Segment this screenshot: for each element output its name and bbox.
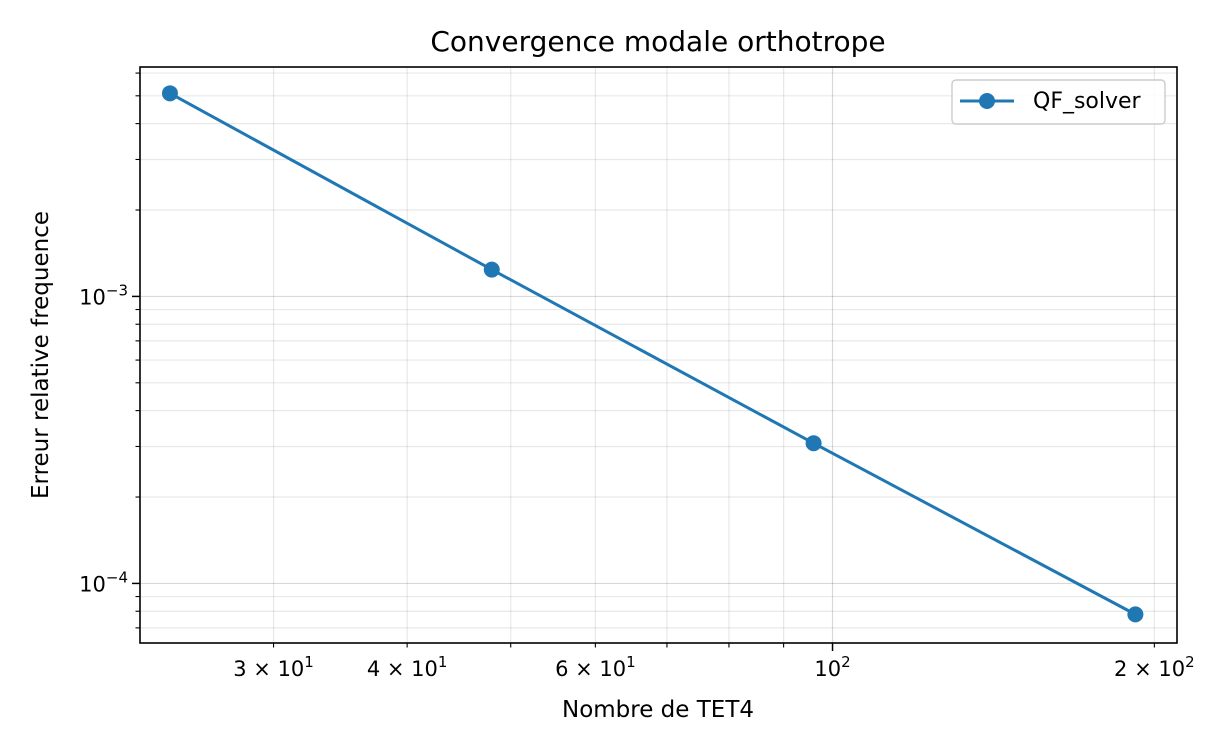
y-axis-label: Erreur relative frequence (28, 211, 54, 499)
axis-ticks: 3 × 101 4 × 101 6 × 101 102 2 × 102 10−3 10−4 (79, 72, 1195, 681)
data-point (805, 435, 822, 452)
x-tick-label: 4 × 101 (367, 653, 448, 681)
legend-box (951, 79, 1166, 125)
legend: QF_solver (951, 79, 1166, 125)
chart-title: Convergence modale orthotrope (430, 25, 885, 58)
x-axis-label: Nombre de TET4 (562, 697, 754, 723)
data-point (1127, 606, 1144, 623)
y-tick-label: 10−3 (79, 281, 128, 309)
data-point (483, 261, 500, 278)
plot-area-frame (139, 66, 1178, 644)
x-tick-label: 2 × 102 (1114, 653, 1195, 681)
series-layer (161, 85, 1144, 623)
x-tick-label: 3 × 101 (233, 653, 314, 681)
series-line (169, 92, 1137, 616)
x-tick-label: 102 (814, 653, 850, 681)
y-tick-label: 10−4 (79, 568, 128, 596)
data-point (161, 85, 178, 102)
x-tick-label: 6 × 101 (555, 653, 636, 681)
grid (140, 67, 1177, 643)
legend-label: QF_solver (1033, 89, 1142, 114)
legend-marker-swatch (979, 93, 995, 109)
